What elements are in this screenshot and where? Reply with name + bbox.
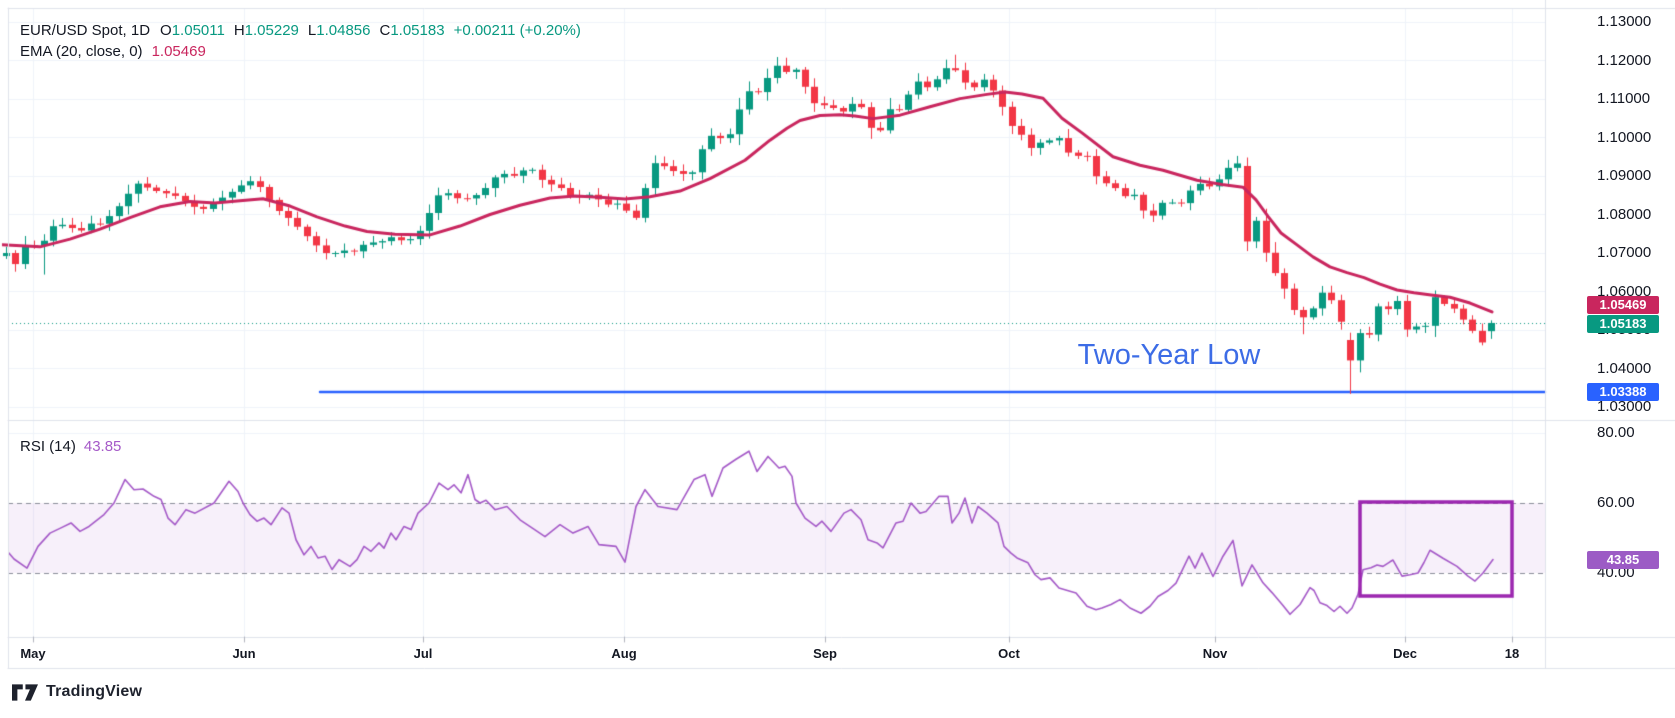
- time-tick-label-18: 18: [1504, 646, 1520, 661]
- ohlc-close-value: 1.05183: [390, 22, 445, 39]
- price-tick-label: 1.13000: [1597, 13, 1652, 30]
- ohlc-open-value: 1.05011: [171, 22, 225, 39]
- time-tick-label-jul: Jul: [413, 646, 433, 661]
- price-tick-label: 1.07000: [1597, 244, 1652, 261]
- time-tick-label-nov: Nov: [1202, 646, 1228, 661]
- ohlc-high-letter: H: [233, 22, 245, 39]
- symbol-title[interactable]: EUR/USD Spot, 1D: [20, 22, 151, 39]
- rsi-indicator-label[interactable]: RSI (14): [20, 438, 76, 455]
- tradingview-logo-text: TradingView: [46, 683, 143, 700]
- ohlc-open-letter: O: [160, 22, 172, 39]
- price-tick-label: 1.10000: [1597, 128, 1652, 146]
- legend-row-symbol: EUR/USD Spot, 1D O1.05011 H1.05229 L1.04856…: [20, 20, 581, 41]
- rsi-value-badge: 43.85: [1587, 550, 1659, 569]
- price-tick-label: 1.12000: [1597, 51, 1652, 69]
- tradingview-logo[interactable]: TradingView: [12, 683, 142, 701]
- last-price-badge: 1.05183: [1587, 314, 1659, 333]
- ohlc-low: L1.04856: [308, 22, 371, 39]
- price-tick-label: 1.04000: [1597, 359, 1652, 377]
- ohlc-close-letter: C: [379, 22, 391, 39]
- time-tick-label-sep: Sep: [813, 646, 837, 661]
- rsi-tick-label: 60.00: [1597, 494, 1635, 511]
- price-tick-label: 1.06000: [1597, 282, 1652, 300]
- time-tick-label-jun: Jun: [232, 646, 256, 661]
- price-tick-label: 1.08000: [1597, 205, 1652, 223]
- ohlc-high-value: 1.05229: [244, 22, 299, 39]
- change-value: +0.00211 (+0.20%): [453, 22, 581, 39]
- legend-row-ema: EMA (20, close, 0) 1.05469: [20, 41, 581, 62]
- price-tick-label: 1.09000: [1597, 167, 1652, 184]
- ohlc-high: H1.05229: [234, 22, 299, 39]
- rsi-indicator-value: 43.85: [83, 438, 122, 455]
- ema-indicator-value: 1.05469: [151, 43, 206, 60]
- price-tick-label: 1.11000: [1597, 90, 1651, 107]
- price-tick-label: 1.03000: [1597, 398, 1652, 415]
- rsi-legend: RSI (14) 43.85: [20, 438, 121, 455]
- ohlc-low-value: 1.04856: [316, 22, 371, 39]
- ohlc-open: O1.05011: [160, 22, 225, 39]
- two-year-low-price-badge: 1.03388: [1587, 383, 1659, 402]
- time-tick-label-dec: Dec: [1393, 646, 1417, 661]
- ohlc-close: C1.05183: [379, 22, 444, 39]
- ohlc-low-letter: L: [307, 22, 317, 39]
- time-tick-label-may: May: [20, 646, 46, 661]
- legend-pane: EUR/USD Spot, 1D O1.05011 H1.05229 L1.04856…: [20, 20, 581, 62]
- ema-indicator-label[interactable]: EMA (20, close, 0): [20, 43, 143, 60]
- two-year-low-annotation[interactable]: Two-Year Low: [1077, 339, 1261, 371]
- time-tick-label-oct: Oct: [998, 646, 1020, 661]
- rsi-tick-label: 80.00: [1597, 424, 1635, 441]
- time-tick-label-aug: Aug: [611, 646, 637, 661]
- tradingview-logo-icon: [12, 683, 38, 701]
- ema-price-badge: 1.05469: [1587, 295, 1659, 314]
